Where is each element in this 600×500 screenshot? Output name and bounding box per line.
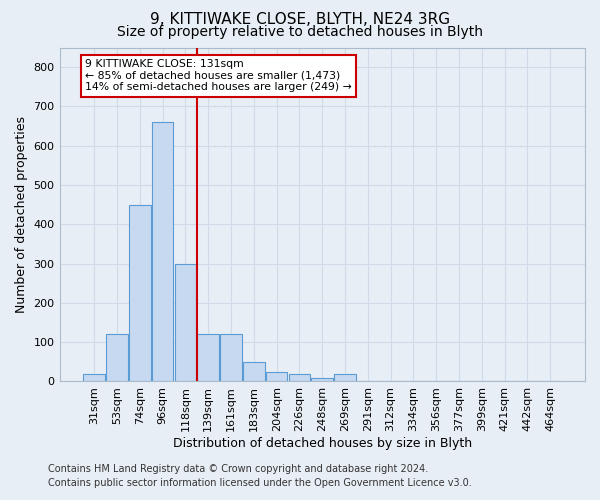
- Bar: [175, 264, 196, 382]
- X-axis label: Distribution of detached houses by size in Blyth: Distribution of detached houses by size …: [173, 437, 472, 450]
- Text: Contains HM Land Registry data © Crown copyright and database right 2024.
Contai: Contains HM Land Registry data © Crown c…: [48, 464, 472, 487]
- Bar: [311, 378, 333, 382]
- Bar: [289, 374, 310, 382]
- Text: 9 KITTIWAKE CLOSE: 131sqm
← 85% of detached houses are smaller (1,473)
14% of se: 9 KITTIWAKE CLOSE: 131sqm ← 85% of detac…: [85, 60, 352, 92]
- Bar: [243, 362, 265, 382]
- Bar: [220, 334, 242, 382]
- Bar: [106, 334, 128, 382]
- Bar: [197, 334, 219, 382]
- Bar: [129, 204, 151, 382]
- Bar: [152, 122, 173, 382]
- Y-axis label: Number of detached properties: Number of detached properties: [15, 116, 28, 313]
- Bar: [266, 372, 287, 382]
- Bar: [334, 374, 356, 382]
- Bar: [83, 374, 105, 382]
- Text: 9, KITTIWAKE CLOSE, BLYTH, NE24 3RG: 9, KITTIWAKE CLOSE, BLYTH, NE24 3RG: [150, 12, 450, 28]
- Text: Size of property relative to detached houses in Blyth: Size of property relative to detached ho…: [117, 25, 483, 39]
